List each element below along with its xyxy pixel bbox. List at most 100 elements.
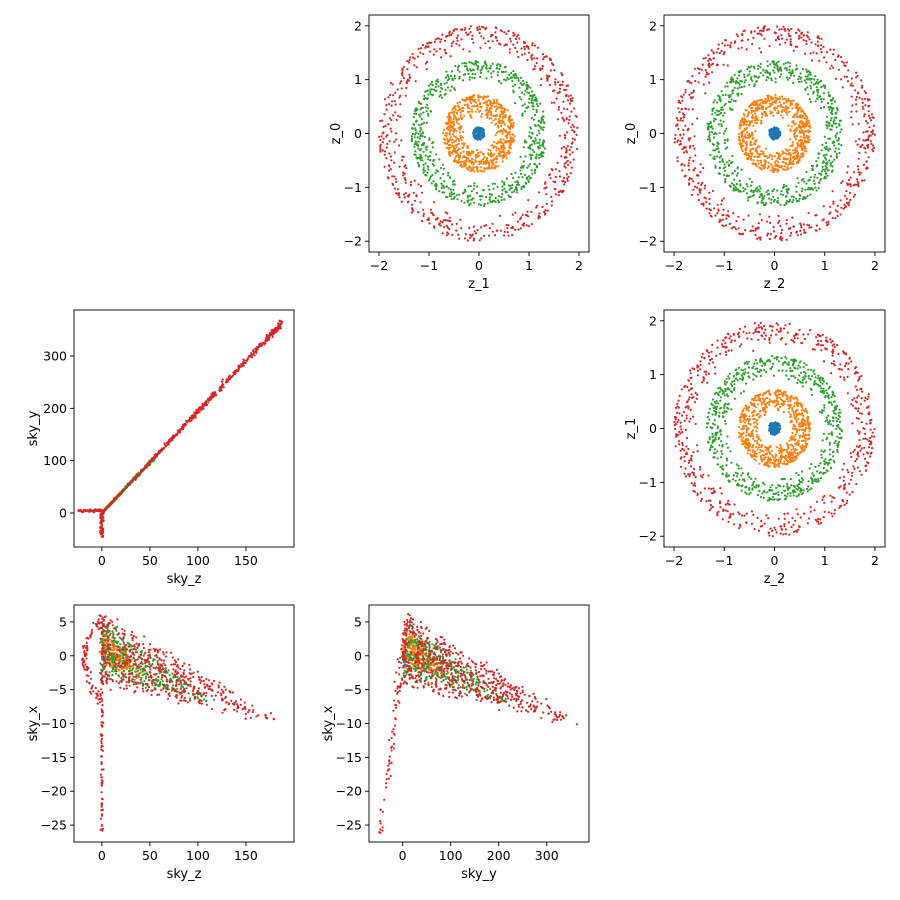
data-point xyxy=(775,234,778,238)
data-point xyxy=(559,190,563,193)
data-point xyxy=(865,120,868,123)
data-point xyxy=(742,190,745,193)
data-point xyxy=(842,207,845,210)
data-point xyxy=(737,190,740,193)
data-point xyxy=(441,221,444,224)
data-point xyxy=(730,161,733,165)
data-point xyxy=(518,86,521,89)
data-point xyxy=(766,232,770,235)
data-point xyxy=(755,80,758,83)
data-point xyxy=(380,135,383,138)
data-point xyxy=(499,150,502,153)
data-point xyxy=(429,208,432,211)
data-point xyxy=(453,140,456,143)
data-point xyxy=(760,121,763,124)
data-point xyxy=(760,119,763,122)
data-point xyxy=(828,212,831,215)
data-point xyxy=(520,166,523,169)
data-point xyxy=(488,234,491,237)
data-point xyxy=(774,109,777,112)
data-point xyxy=(823,175,827,178)
data-point xyxy=(457,138,460,141)
data-point xyxy=(821,168,825,171)
data-point xyxy=(769,233,772,236)
data-point xyxy=(450,42,453,45)
data-point xyxy=(782,102,786,105)
data-point xyxy=(778,28,781,31)
data-point xyxy=(687,79,690,83)
data-point xyxy=(427,84,430,87)
data-point xyxy=(512,121,515,125)
data-point xyxy=(781,110,784,113)
data-point xyxy=(556,81,560,84)
data-point xyxy=(542,110,545,113)
data-point xyxy=(495,64,499,67)
data-point xyxy=(786,192,789,195)
data-point xyxy=(467,185,470,188)
data-point xyxy=(840,144,843,147)
data-point xyxy=(750,111,753,114)
data-point xyxy=(479,204,482,207)
data-point xyxy=(825,221,828,224)
data-point xyxy=(562,189,565,192)
data-point xyxy=(838,119,842,123)
data-point xyxy=(827,137,830,140)
data-point xyxy=(872,116,875,119)
data-point xyxy=(455,143,459,146)
data-point xyxy=(754,139,757,142)
data-point xyxy=(500,30,503,33)
data-point xyxy=(550,204,553,207)
data-point xyxy=(795,31,798,34)
data-point xyxy=(393,161,396,164)
data-point xyxy=(459,126,462,130)
data-point xyxy=(789,42,792,46)
data-point xyxy=(446,212,449,215)
data-point xyxy=(528,101,531,104)
data-point xyxy=(740,168,743,171)
data-point xyxy=(757,153,760,156)
data-point xyxy=(432,158,436,161)
data-point xyxy=(711,127,714,130)
data-point xyxy=(570,110,573,113)
data-point xyxy=(736,35,740,38)
data-point xyxy=(528,225,531,228)
data-point xyxy=(738,71,741,74)
data-point xyxy=(754,227,757,230)
data-point xyxy=(463,114,466,117)
data-point xyxy=(452,150,455,153)
data-point xyxy=(720,49,723,53)
data-point xyxy=(470,69,473,72)
data-point xyxy=(863,179,866,182)
data-point xyxy=(449,128,452,132)
data-point xyxy=(429,175,432,178)
data-point xyxy=(757,188,760,191)
data-point xyxy=(834,136,838,139)
data-point xyxy=(540,126,543,129)
data-point xyxy=(775,61,778,64)
data-point xyxy=(790,102,793,105)
data-point xyxy=(828,124,831,127)
data-point xyxy=(538,212,541,215)
data-point xyxy=(753,119,756,122)
data-point xyxy=(832,107,835,110)
data-point xyxy=(449,74,452,77)
data-point xyxy=(748,105,751,108)
data-point xyxy=(739,190,742,193)
data-point xyxy=(800,224,803,227)
data-point xyxy=(849,176,852,179)
data-point xyxy=(684,107,687,110)
data-point xyxy=(498,67,501,71)
data-point xyxy=(748,177,751,180)
data-point xyxy=(476,96,480,99)
data-point xyxy=(722,120,725,123)
data-point xyxy=(721,108,725,111)
data-point xyxy=(860,86,864,89)
data-point xyxy=(455,139,458,142)
data-point xyxy=(454,157,457,160)
data-point xyxy=(563,162,566,165)
data-point xyxy=(752,114,755,117)
data-point xyxy=(408,58,411,62)
data-point xyxy=(713,207,716,210)
data-point xyxy=(773,155,777,158)
data-point xyxy=(722,53,725,56)
